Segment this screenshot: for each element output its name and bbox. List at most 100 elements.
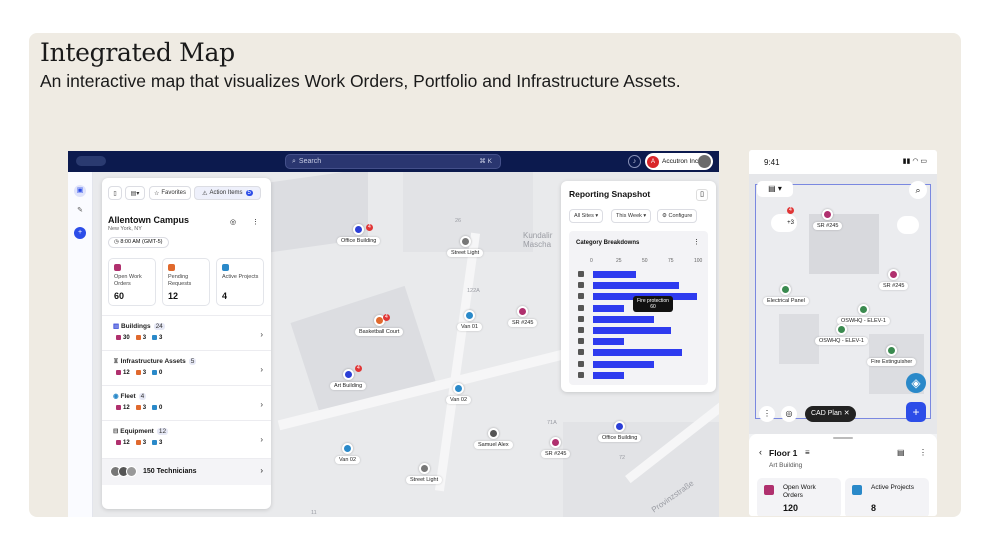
pin-sr-245[interactable]: SR #245	[813, 209, 843, 230]
chart-bar[interactable]	[593, 338, 625, 346]
chevron-right-icon: ›	[260, 365, 263, 374]
pin-van-02-b[interactable]: Van 02	[335, 443, 361, 464]
stat-active-projects[interactable]: Active Projects 8	[845, 478, 929, 516]
pin-sr-245-b[interactable]: SR #245	[541, 437, 571, 458]
floor-plan-map[interactable]: ▤ ▾ ⌕ +3 4 SR #245 SR #245 Electrical Pa…	[749, 174, 937, 434]
stat-open-work-orders[interactable]: Open Work Orders 60	[108, 258, 156, 306]
pin-cluster-right[interactable]	[897, 216, 919, 234]
reporting-snapshot-panel: Reporting Snapshot ▯ All Sites ▾ This We…	[561, 181, 716, 392]
chart-bar[interactable]	[593, 327, 671, 334]
sheet-handle[interactable]	[833, 437, 853, 439]
more-icon[interactable]: ⋮	[919, 448, 927, 457]
map-label: 72	[619, 455, 626, 461]
floor-sheet: ‹ Floor 1 ≡ ▤ ⋮ Art Building Open Work O…	[749, 434, 937, 516]
building-name: Art Building	[769, 462, 803, 469]
sidebar-toggle-icon[interactable]: ▯	[108, 186, 122, 200]
bell-icon[interactable]: ♪	[628, 155, 641, 168]
configure-button[interactable]: ⚙ Configure	[657, 209, 698, 223]
chart-bar[interactable]	[593, 349, 683, 357]
pin-van-02[interactable]: Van 02	[446, 383, 472, 404]
locate-icon[interactable]: ◎	[781, 406, 797, 422]
more-icon[interactable]: ⋮	[693, 239, 700, 246]
technicians-row[interactable]: 150 Technicians ›	[102, 458, 271, 485]
avatar[interactable]	[698, 155, 711, 168]
category-icon	[578, 282, 584, 289]
pin-street-light[interactable]: Street Light	[447, 236, 484, 257]
pin-basketball-court[interactable]: Basketball Court	[355, 315, 404, 336]
pin-van-01[interactable]: Van 01	[457, 310, 483, 331]
clock-time: 9:41	[764, 158, 780, 167]
filter-week-dropdown[interactable]: This Week ▾	[611, 209, 652, 223]
chart-bar[interactable]	[593, 371, 625, 379]
status-bar: 9:41 ▮▮ ◠ ▭	[749, 150, 937, 174]
edit-icon[interactable]: ✎	[77, 207, 83, 214]
pin-art-building[interactable]: Art Building	[330, 369, 367, 390]
request-icon	[168, 264, 175, 271]
section-equipment[interactable]: ⊟ Equipment 12 12 3 3 ›	[102, 420, 271, 457]
more-icon[interactable]: ⋮	[252, 219, 259, 226]
category-icon	[578, 349, 584, 356]
desktop-app: ⌕ Search ⌘ K ♪ A Accutron Inc. ▣ ✎ + 26 …	[68, 151, 719, 517]
pin-sr-245[interactable]: SR #245	[508, 306, 538, 327]
chevron-right-icon: ›	[260, 330, 263, 339]
action-items-button[interactable]: ⚠ Action Items 5	[194, 186, 261, 200]
account-name: Accutron Inc.	[662, 158, 700, 165]
stat-open-work-orders[interactable]: Open Work Orders 120	[757, 478, 841, 516]
menu-icon[interactable]: ≡	[805, 448, 810, 457]
chart-bar[interactable]	[593, 271, 636, 278]
technicians-count: 150 Technicians	[143, 468, 197, 475]
filter-sites-dropdown[interactable]: All Sites ▾	[569, 209, 604, 223]
pin-office-building-b[interactable]: Office Building	[598, 421, 642, 442]
stat-pending-requests[interactable]: Pending Requests 12	[162, 258, 210, 306]
pin-elevator[interactable]: OSWHQ - ELEV-1	[837, 304, 890, 325]
pin-elevator-b[interactable]: OSWHQ - ELEV-1	[815, 324, 868, 345]
pin-street-light-b[interactable]: Street Light	[406, 463, 443, 484]
layers-icon[interactable]: ▤	[897, 448, 905, 457]
infrastructure-icon: ♜	[113, 358, 121, 365]
x-tick-label: 25	[616, 258, 622, 264]
top-bar: ⌕ Search ⌘ K ♪ A Accutron Inc.	[68, 151, 719, 172]
chevron-right-icon: ›	[260, 400, 263, 409]
pin-office-building[interactable]: Office Building	[337, 224, 381, 245]
account-switcher[interactable]: A Accutron Inc.	[645, 153, 713, 170]
clock-icon: ◷	[114, 239, 121, 245]
pin-fire-extinguisher[interactable]: Fire Extinguisher	[867, 345, 917, 366]
chevron-right-icon: ›	[260, 466, 263, 475]
chart-bar[interactable]	[593, 282, 680, 290]
campus-location: New York, NY	[108, 226, 142, 232]
project-icon	[222, 264, 229, 271]
x-tick-label: 50	[642, 258, 648, 264]
pin-cluster[interactable]: +3	[771, 214, 797, 232]
map-icon[interactable]: ▣	[74, 185, 86, 197]
search-input[interactable]: ⌕ Search ⌘ K	[285, 154, 501, 169]
add-button[interactable]: +	[906, 402, 926, 422]
stat-active-projects[interactable]: Active Projects 4	[216, 258, 264, 306]
section-buildings[interactable]: ▥ Buildings 24 30 3 3 ›	[102, 315, 271, 350]
chart-bar[interactable]	[593, 315, 655, 323]
search-icon[interactable]: ⌕	[909, 181, 927, 199]
pin-electrical-panel[interactable]: Electrical Panel	[763, 284, 809, 305]
chart-bar[interactable]	[593, 360, 655, 368]
chart-bar[interactable]	[593, 304, 625, 312]
more-icon[interactable]: ⋮	[759, 406, 775, 422]
layer-dropdown[interactable]: ▤ ▾	[757, 181, 793, 197]
layer-dropdown[interactable]: ▤▾	[125, 186, 145, 200]
add-icon[interactable]: +	[74, 227, 86, 239]
cad-plan-chip[interactable]: CAD Plan ✕	[805, 406, 856, 422]
back-icon[interactable]: ‹	[759, 447, 762, 457]
favorites-button[interactable]: ☆ Favorites	[149, 186, 191, 200]
chart-tooltip: Fire protection 60	[633, 296, 673, 312]
equipment-icon: ⊟	[113, 428, 121, 435]
section-infrastructure-assets[interactable]: ♜ Infrastructure Assets 5 12 3 0 ›	[102, 350, 271, 385]
close-icon[interactable]: ✕	[843, 410, 850, 417]
pin-samuel-alex[interactable]: Samuel Alex	[474, 428, 513, 449]
warning-icon: ⚠	[202, 190, 208, 197]
pin-sr-245-b[interactable]: SR #245	[879, 269, 909, 290]
section-fleet[interactable]: ◉ Fleet 4 12 3 0 ›	[102, 385, 271, 420]
panel-toggle-icon[interactable]: ▯	[696, 189, 708, 201]
campus-name: Allentown Campus	[108, 215, 190, 225]
app-logo	[76, 156, 106, 166]
directions-icon[interactable]: ◈	[906, 373, 926, 393]
target-icon[interactable]: ◎	[230, 219, 237, 226]
alert-badge: 4	[355, 365, 362, 372]
